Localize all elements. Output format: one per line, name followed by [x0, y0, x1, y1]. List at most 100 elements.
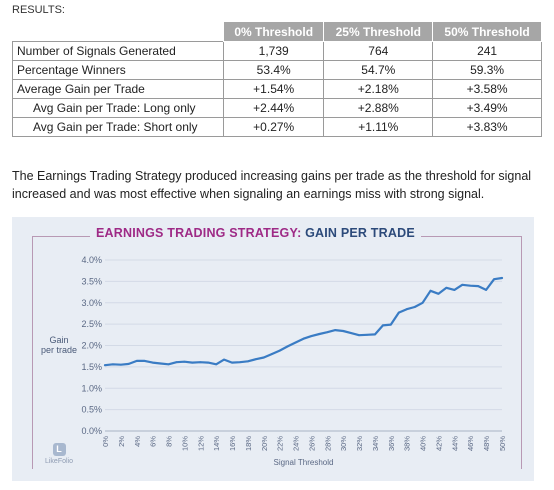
data-point — [334, 329, 337, 332]
data-point — [485, 289, 488, 291]
x-tick-label: 38% — [403, 436, 412, 451]
table-cell: 53.4% — [222, 60, 325, 80]
y-tick-label: 2.0% — [81, 341, 102, 351]
data-point — [477, 285, 480, 287]
results-table: 0% Threshold 25% Threshold 50% Threshold… — [12, 21, 542, 137]
table-header-25pct: 25% Threshold — [323, 21, 434, 42]
data-point — [350, 332, 353, 335]
table-cell: +0.27% — [222, 117, 325, 137]
table-cell: 59.3% — [432, 60, 542, 80]
data-point — [247, 360, 249, 363]
data-point — [167, 363, 170, 366]
data-point — [223, 358, 226, 361]
table-row: Percentage Winners 53.4% 54.7% 59.3% — [12, 60, 542, 80]
likefolio-logo-text: LikeFolio — [44, 458, 73, 465]
table-header-row: 0% Threshold 25% Threshold 50% Threshold — [12, 21, 542, 42]
data-point — [112, 363, 114, 366]
table-header-0pct: 0% Threshold — [222, 21, 325, 42]
data-point — [501, 277, 503, 279]
x-axis-title: Signal Threshold — [274, 458, 334, 467]
x-tick-label: 32% — [355, 436, 364, 451]
data-point — [254, 358, 257, 361]
table-row: Avg Gain per Trade: Long only +2.44% +2.… — [12, 98, 542, 118]
x-tick-label: 10% — [180, 436, 189, 451]
table-cell: +3.83% — [432, 117, 542, 137]
row-label: Avg Gain per Trade: Long only — [12, 98, 224, 118]
table-cell: +2.44% — [222, 98, 325, 118]
y-tick-label: 3.0% — [81, 298, 102, 308]
chart-title-part1: EARNINGS TRADING STRATEGY: — [96, 226, 306, 240]
data-point — [405, 308, 408, 311]
y-tick-label: 2.5% — [81, 319, 102, 329]
data-point — [326, 331, 329, 334]
y-axis-label-line1: Gain — [49, 335, 69, 345]
data-point — [231, 361, 233, 364]
x-tick-label: 2% — [117, 436, 126, 447]
data-point — [302, 337, 305, 340]
data-point — [191, 361, 194, 364]
table-header-blank — [12, 21, 224, 42]
x-tick-label: 8% — [165, 436, 174, 447]
data-point — [310, 335, 313, 337]
data-point — [183, 360, 186, 363]
y-axis-label: Gain per trade — [32, 335, 86, 355]
chart-title: EARNINGS TRADING STRATEGY: GAIN PER TRAD… — [90, 226, 421, 240]
data-point — [175, 361, 178, 364]
likefolio-logo-icon: L — [52, 443, 66, 456]
data-point — [342, 330, 345, 332]
row-label: Percentage Winners — [12, 60, 224, 80]
x-tick-label: 46% — [466, 436, 475, 451]
data-point — [461, 283, 464, 286]
data-point — [270, 353, 273, 355]
table-cell: +3.49% — [432, 98, 542, 118]
data-point — [421, 301, 424, 304]
data-point — [135, 359, 138, 362]
data-point — [397, 311, 400, 314]
data-point — [445, 286, 448, 289]
data-point — [239, 361, 241, 364]
likefolio-logo: L LikeFolio — [39, 439, 79, 465]
data-point — [437, 292, 440, 295]
data-point — [389, 323, 392, 326]
data-point — [104, 364, 106, 367]
row-label: Number of Signals Generated — [12, 41, 224, 61]
data-point — [159, 362, 162, 365]
x-tick-label: 22% — [276, 436, 285, 451]
x-tick-label: 24% — [292, 436, 301, 451]
x-tick-label: 26% — [307, 436, 316, 451]
table-cell: 1,739 — [222, 41, 325, 61]
data-point — [429, 289, 432, 292]
data-point — [286, 345, 289, 348]
data-point — [469, 284, 472, 287]
row-label: Average Gain per Trade — [12, 79, 224, 99]
table-row: Avg Gain per Trade: Short only +0.27% +1… — [12, 117, 542, 137]
x-tick-label: 40% — [419, 436, 428, 451]
data-point — [374, 333, 376, 336]
table-cell: +2.88% — [323, 98, 434, 118]
description-text: The Earnings Trading Strategy produced i… — [12, 169, 532, 201]
x-tick-label: 18% — [244, 436, 253, 451]
table-row: Number of Signals Generated 1,739 764 24… — [12, 41, 542, 61]
data-point — [453, 289, 456, 291]
results-label: RESULTS: — [12, 4, 65, 16]
x-tick-label: 16% — [228, 436, 237, 451]
series-line — [103, 276, 504, 367]
x-tick-label: 20% — [260, 436, 269, 451]
data-point — [294, 341, 297, 344]
table-cell: +1.54% — [222, 79, 325, 99]
y-tick-label: 0.0% — [81, 426, 102, 436]
data-point — [119, 363, 122, 366]
data-point — [199, 361, 202, 364]
data-point — [382, 324, 384, 327]
x-tick-label: 0% — [101, 436, 110, 447]
data-point — [366, 333, 368, 336]
x-tick-label: 42% — [434, 436, 443, 451]
table-cell: +2.18% — [323, 79, 434, 99]
row-label: Avg Gain per Trade: Short only — [12, 117, 224, 137]
data-point — [278, 349, 281, 352]
x-tick-label: 30% — [339, 436, 348, 451]
x-tick-label: 34% — [371, 436, 380, 451]
x-tick-label: 12% — [196, 436, 205, 451]
chart-title-part2: GAIN PER TRADE — [305, 226, 415, 240]
data-point — [207, 361, 210, 364]
